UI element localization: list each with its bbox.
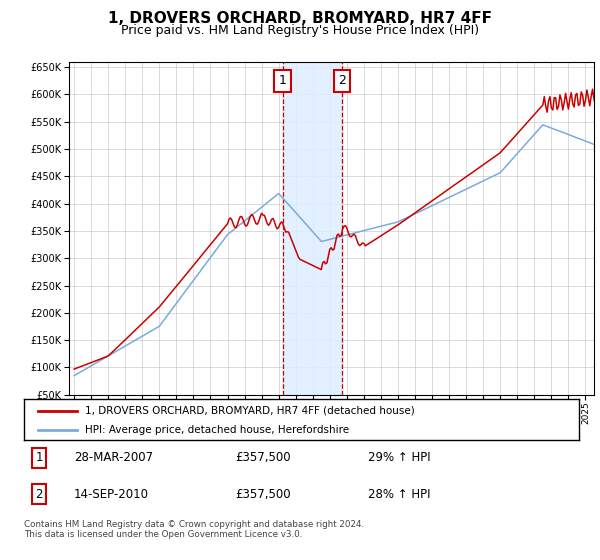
Text: 28-MAR-2007: 28-MAR-2007 [74,451,153,464]
Text: 14-SEP-2010: 14-SEP-2010 [74,488,149,501]
Text: 1: 1 [279,74,287,87]
Text: 28% ↑ HPI: 28% ↑ HPI [368,488,431,501]
Bar [283,62,342,395]
Text: £357,500: £357,500 [235,451,290,464]
Text: Price paid vs. HM Land Registry's House Price Index (HPI): Price paid vs. HM Land Registry's House … [121,24,479,36]
Text: 29% ↑ HPI: 29% ↑ HPI [368,451,431,464]
Text: Contains HM Land Registry data © Crown copyright and database right 2024.
This d: Contains HM Land Registry data © Crown c… [24,520,364,539]
Text: 1, DROVERS ORCHARD, BROMYARD, HR7 4FF: 1, DROVERS ORCHARD, BROMYARD, HR7 4FF [108,11,492,26]
Text: 2: 2 [35,488,43,501]
Text: 1: 1 [35,451,43,464]
Text: 1, DROVERS ORCHARD, BROMYARD, HR7 4FF (detached house): 1, DROVERS ORCHARD, BROMYARD, HR7 4FF (d… [85,405,415,416]
Text: HPI: Average price, detached house, Herefordshire: HPI: Average price, detached house, Here… [85,424,349,435]
Text: 2: 2 [338,74,346,87]
Text: £357,500: £357,500 [235,488,290,501]
